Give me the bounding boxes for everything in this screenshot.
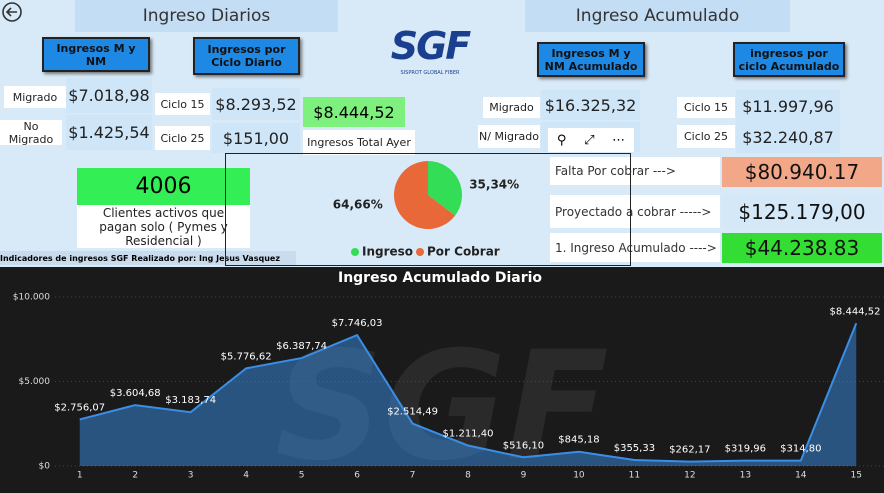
data-label: $2.514,49: [387, 407, 438, 418]
footer: Indicadores de ingresos SGF Realizado po…: [0, 251, 296, 265]
data-label: $6.387,74: [276, 341, 327, 352]
chart-title: Ingreso Acumulado Diario: [338, 270, 542, 286]
section-title: Ingresos por Ciclo Diario: [193, 37, 300, 75]
total-value: $8.444,52: [303, 97, 405, 127]
summary-value: $80.940.17: [722, 157, 882, 187]
header: Ingreso Acumulado: [525, 0, 790, 32]
pie-slice: [428, 161, 462, 216]
more-icon[interactable]: ⋯: [612, 132, 626, 148]
line-chart: SGF Ingreso Acumulado Diario$0$5.000$10.…: [0, 267, 884, 493]
logo-subtitle: SISPROT GLOBAL FIBER: [400, 70, 460, 76]
row-value: $1.425,54: [66, 115, 152, 150]
data-label: $355,33: [614, 443, 655, 454]
pie-chart: 35,34% Ingreso 64,66% Por Cobrar: [225, 153, 631, 266]
data-label: $1.211,40: [443, 429, 494, 440]
data-label: $8.444,52: [830, 306, 881, 317]
row-value: $8.293,52: [212, 88, 300, 120]
data-label: $314,80: [780, 444, 821, 455]
data-label: $845,18: [558, 435, 599, 446]
x-tick-label: 13: [740, 471, 751, 481]
row-label: Ciclo 25: [155, 126, 210, 150]
pie-slice: [394, 161, 456, 229]
row-label: Migrado: [483, 97, 540, 118]
summary-label: 1. Ingreso Acumulado ---->: [550, 233, 720, 262]
section-title: ingresos por ciclo Acumulado: [733, 42, 845, 77]
summary-value: $125.179,00: [722, 195, 882, 228]
summary-label: Falta Por cobrar --->: [550, 157, 720, 185]
filter-icon[interactable]: ⚲: [556, 132, 567, 148]
summary-value: $44.238.83: [722, 233, 882, 263]
pie-label: 35,34%: [469, 177, 519, 191]
x-tick-label: 15: [851, 471, 862, 481]
header: Ingreso Diarios: [75, 0, 338, 32]
row-value: $7.018,98: [66, 78, 152, 113]
row-value: $32.240,87: [736, 122, 840, 153]
x-tick-label: 4: [243, 471, 249, 481]
row-label: N/ Migrado: [478, 125, 540, 148]
legend-marker: [416, 248, 424, 256]
clientes-label: Clientes activos que pagan solo ( Pymes …: [77, 205, 250, 248]
pie-label: 64,66%: [333, 198, 383, 212]
summary-label: Proyectado a cobrar ----->: [550, 195, 720, 228]
row-value: $151,00: [212, 123, 300, 153]
data-label: $3.604,68: [110, 388, 161, 399]
data-label: $5.776,62: [221, 351, 272, 362]
data-label: $7.746,03: [332, 318, 383, 329]
line: [79, 322, 858, 463]
data-label: $2.756,07: [54, 402, 105, 413]
y-tick-label: $0: [39, 462, 51, 472]
y-tick-label: $5.000: [19, 377, 51, 387]
legend-marker: [351, 248, 359, 256]
legend-label: Por Cobrar: [427, 245, 500, 259]
row-label: Migrado: [4, 86, 66, 108]
x-tick-label: 7: [410, 471, 416, 481]
row-label: Ciclo 15: [677, 97, 735, 118]
total-label: Ingresos Total Ayer: [303, 130, 415, 155]
x-tick-label: 9: [521, 471, 527, 481]
back-button[interactable]: [0, 0, 24, 24]
x-tick-label: 10: [573, 471, 585, 481]
x-tick-label: 11: [629, 471, 640, 481]
row-value: $16.325,32: [541, 90, 640, 120]
x-tick-label: 8: [465, 471, 471, 481]
row-label: Ciclo 25: [677, 125, 735, 148]
data-label: $319,96: [725, 444, 766, 455]
section-title: Ingresos M y NM: [42, 37, 150, 72]
x-tick-label: 14: [795, 471, 807, 481]
x-tick-label: 6: [354, 471, 360, 481]
row-label: Ciclo 15: [155, 93, 210, 115]
section-title: Ingresos M y NM Acumulado: [537, 42, 645, 77]
x-tick-label: 3: [188, 471, 194, 481]
x-tick-label: 12: [684, 471, 695, 481]
x-tick-label: 1: [77, 471, 83, 481]
y-tick-label: $10.000: [13, 293, 50, 303]
data-label: $3.183,74: [165, 395, 216, 406]
legend-label: Ingreso: [362, 245, 413, 259]
focus-icon[interactable]: ⤢: [584, 132, 595, 148]
area: [79, 323, 857, 466]
row-value: $11.997,96: [736, 90, 840, 122]
data-label: $262,17: [669, 445, 710, 456]
x-tick-label: 2: [132, 471, 138, 481]
data-label: $516,10: [503, 440, 544, 451]
x-tick-label: 5: [299, 471, 305, 481]
clientes-value: 4006: [77, 168, 250, 205]
logo: SGF: [390, 24, 472, 68]
visual-toolbar[interactable]: ⚲ ⤢ ⋯: [548, 128, 634, 152]
row-label: No Migrado: [0, 120, 62, 146]
